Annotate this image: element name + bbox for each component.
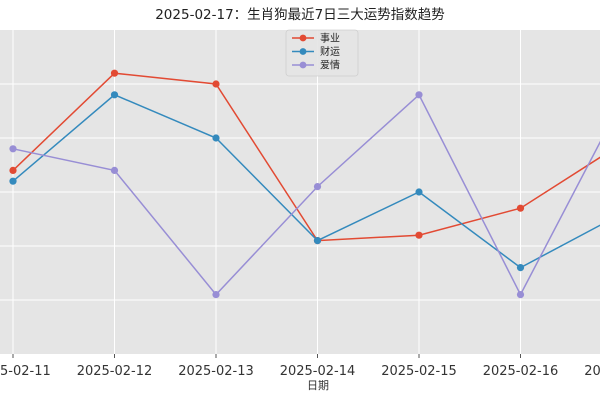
data-point (212, 80, 220, 88)
legend-entry-label: 财运 (320, 45, 340, 58)
data-point (313, 237, 322, 245)
x-tick-label: 2025-02-14 (280, 364, 356, 379)
data-point (212, 291, 220, 299)
legend-entry-label: 爱情 (320, 59, 340, 72)
x-tick-label: 2025-02-11 (0, 364, 51, 379)
x-tick-label: 2025-02-16 (483, 364, 559, 379)
data-point (313, 183, 322, 191)
data-point (9, 177, 17, 185)
data-point (9, 145, 17, 153)
data-point (110, 91, 119, 99)
data-point (110, 166, 119, 174)
data-point (516, 204, 525, 212)
legend-swatch-marker (299, 61, 307, 69)
data-point (415, 231, 423, 239)
legend-entry-label: 事业 (320, 32, 340, 45)
x-tick-labels: 2025-02-11 2025-02-12 2025-02-13 2025-02-14… (0, 354, 600, 379)
data-point (516, 291, 525, 299)
legend-swatch-marker (299, 34, 307, 42)
x-axis-label: 日期 (307, 379, 329, 392)
x-tick-label: 2025-02-12 (77, 364, 153, 379)
chart-title: 2025-02-17：生肖狗最近7日三大运势指数趋势 (155, 7, 445, 23)
series-财运 (9, 91, 600, 272)
series-爱情 (9, 91, 600, 299)
data-point (110, 69, 119, 77)
x-tick-label: 2025-02-17 (584, 364, 600, 379)
data-point (212, 134, 220, 142)
legend-swatch-marker (299, 48, 307, 55)
x-tick-label: 2025-02-15 (381, 364, 457, 379)
data-point (516, 264, 525, 272)
data-point (415, 188, 423, 196)
x-tick-label: 2025-02-13 (178, 364, 254, 379)
data-point (415, 91, 423, 99)
series-layer (9, 69, 600, 299)
data-point (9, 166, 17, 174)
